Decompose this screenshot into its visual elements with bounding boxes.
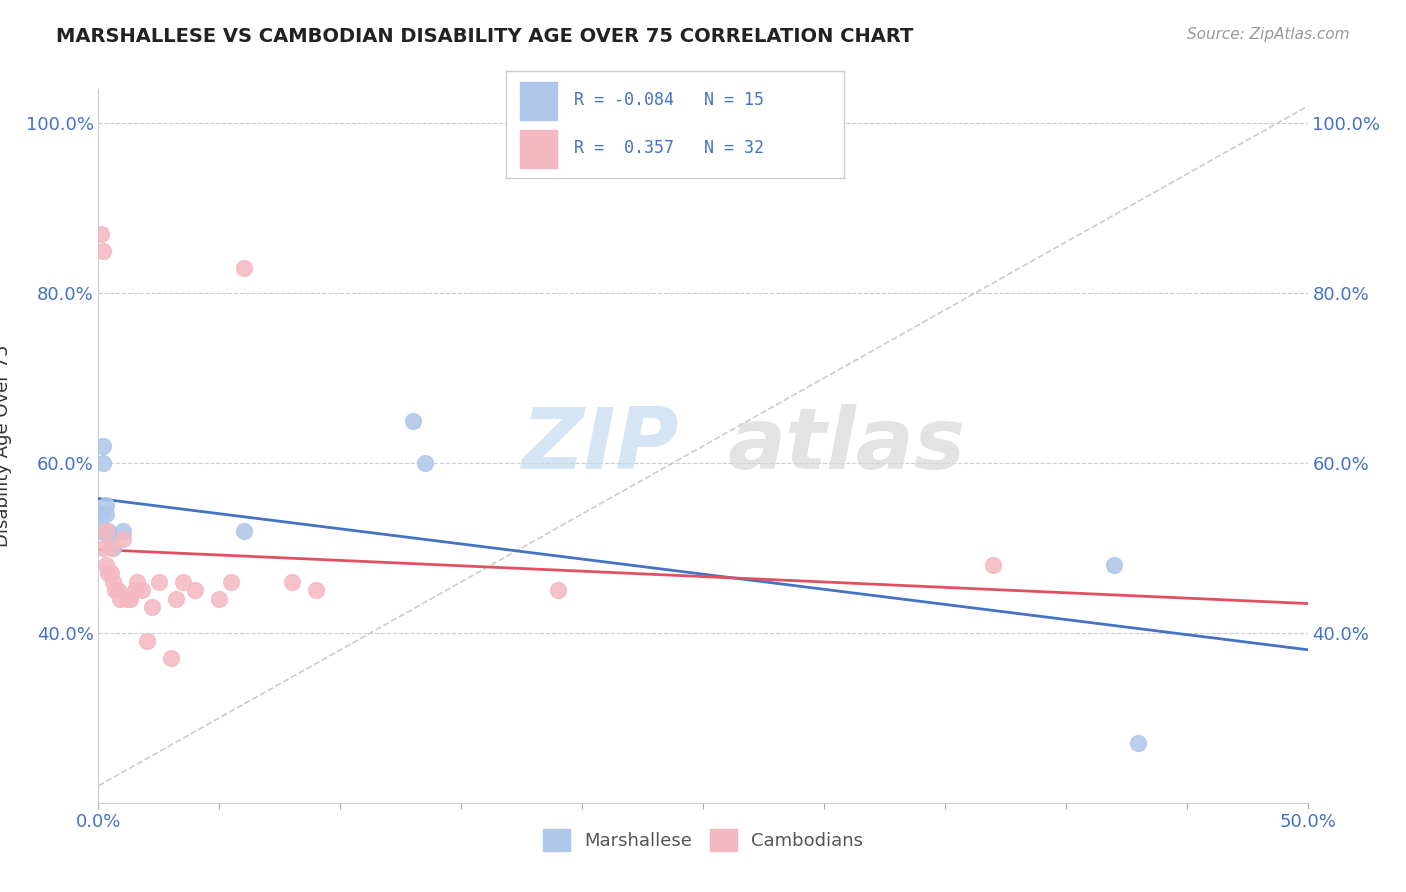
Point	[547, 583, 569, 598]
Point	[165, 591, 187, 606]
Text: ZIP: ZIP	[522, 404, 679, 488]
FancyBboxPatch shape	[520, 82, 557, 120]
Point	[108, 591, 131, 606]
Point	[97, 566, 120, 581]
Point	[305, 583, 328, 598]
Point	[141, 600, 163, 615]
Point	[160, 651, 183, 665]
Point	[91, 439, 114, 453]
Point	[94, 499, 117, 513]
Point	[104, 583, 127, 598]
Point	[127, 574, 149, 589]
Point	[208, 591, 231, 606]
Point	[111, 524, 134, 538]
Point	[100, 566, 122, 581]
Point	[91, 456, 114, 470]
Point	[100, 541, 122, 555]
Text: MARSHALLESE VS CAMBODIAN DISABILITY AGE OVER 75 CORRELATION CHART: MARSHALLESE VS CAMBODIAN DISABILITY AGE …	[56, 27, 914, 45]
Point	[184, 583, 207, 598]
Point	[101, 574, 124, 589]
Y-axis label: Disability Age Over 75: Disability Age Over 75	[0, 344, 11, 548]
Legend: Marshallese, Cambodians: Marshallese, Cambodians	[536, 822, 870, 858]
Text: R = -0.084   N = 15: R = -0.084 N = 15	[574, 91, 763, 109]
Point	[101, 541, 124, 555]
Point	[117, 591, 139, 606]
Point	[1128, 736, 1150, 750]
Point	[1102, 558, 1125, 572]
Text: Source: ZipAtlas.com: Source: ZipAtlas.com	[1187, 27, 1350, 42]
Point	[118, 591, 141, 606]
Point	[91, 244, 114, 258]
Text: R =  0.357   N = 32: R = 0.357 N = 32	[574, 139, 763, 157]
Point	[281, 574, 304, 589]
Point	[221, 574, 243, 589]
Point	[97, 524, 120, 538]
Point	[172, 574, 194, 589]
Point	[135, 634, 157, 648]
Point	[94, 524, 117, 538]
Point	[148, 574, 170, 589]
Point	[232, 524, 254, 538]
Point	[100, 533, 122, 547]
Text: atlas: atlas	[727, 404, 966, 488]
Point	[90, 524, 112, 538]
Point	[91, 541, 114, 555]
Point	[90, 507, 112, 521]
Point	[94, 558, 117, 572]
Point	[131, 583, 153, 598]
Point	[124, 583, 146, 598]
Point	[402, 413, 425, 427]
Point	[107, 583, 129, 598]
Point	[981, 558, 1004, 572]
Point	[111, 533, 134, 547]
Point	[413, 456, 436, 470]
FancyBboxPatch shape	[520, 130, 557, 168]
Point	[232, 260, 254, 275]
Point	[90, 227, 112, 241]
Point	[94, 507, 117, 521]
